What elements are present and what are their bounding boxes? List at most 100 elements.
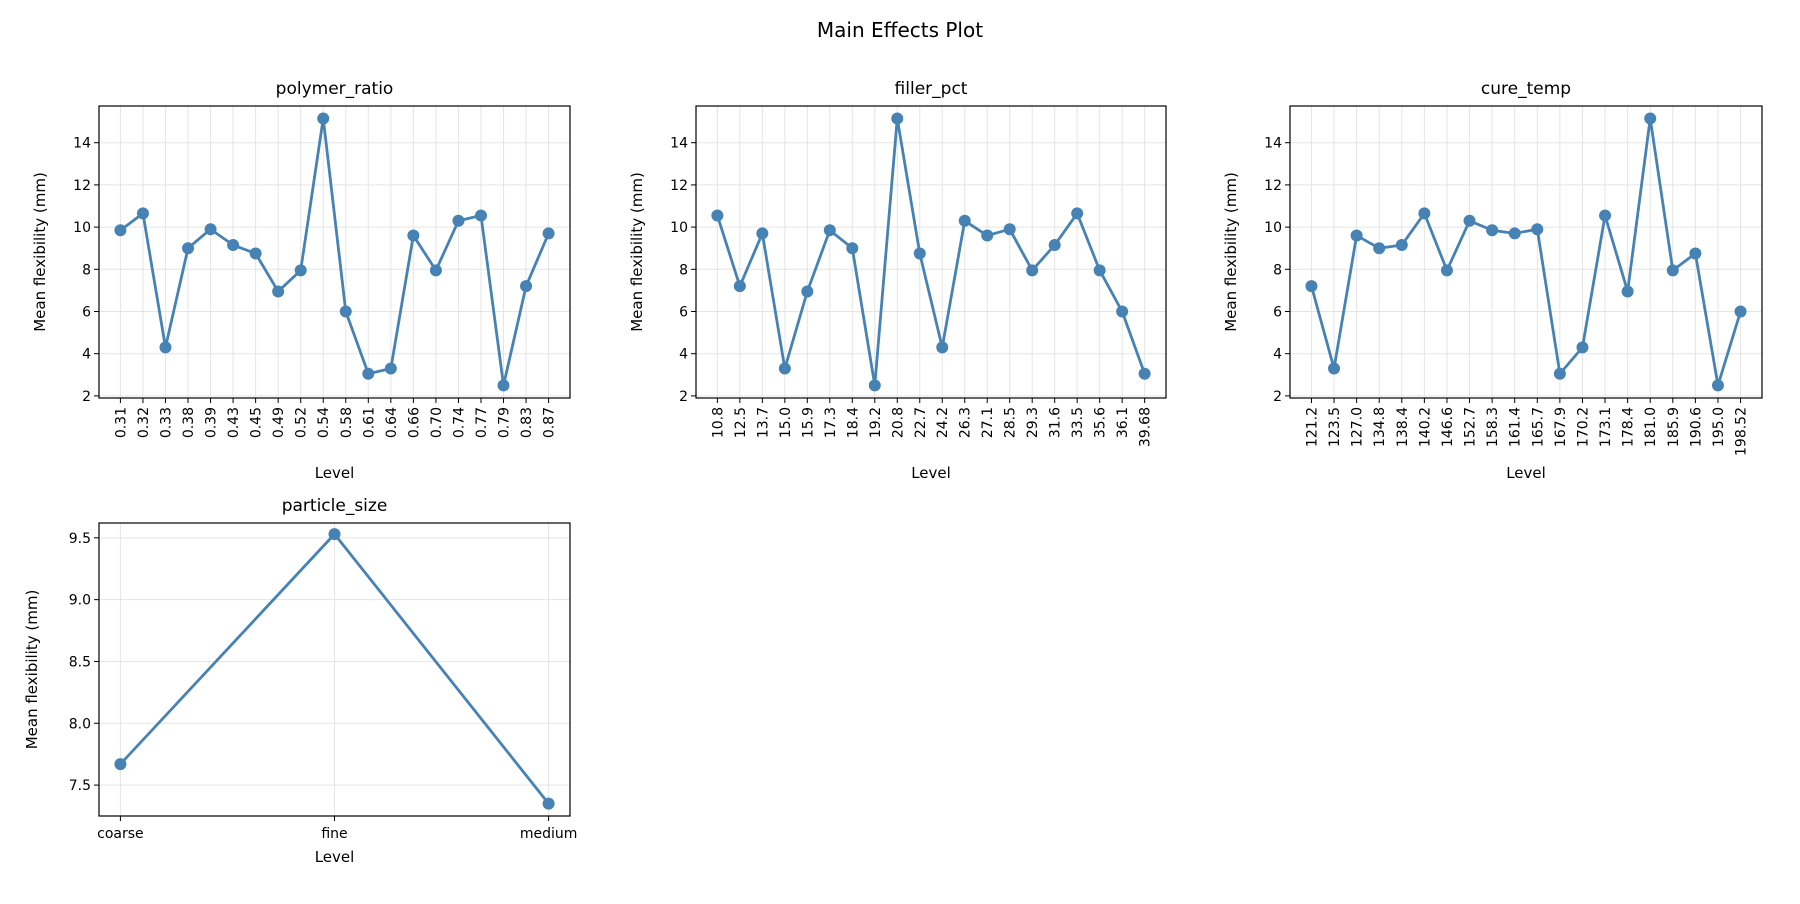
x-tick-label: 13.7 — [755, 407, 771, 438]
x-tick-label: 19.2 — [868, 407, 884, 438]
x-tick-label: 24.2 — [935, 407, 951, 438]
y-tick-label: 8 — [82, 262, 91, 278]
x-tick-label: 195.0 — [1711, 407, 1727, 447]
x-tick-label: 15.0 — [778, 407, 794, 438]
data-point — [1003, 223, 1016, 236]
x-tick-label: 10.8 — [710, 407, 726, 438]
data-point — [801, 285, 814, 298]
data-point — [1644, 112, 1657, 125]
x-tick-label: 0.31 — [113, 407, 129, 438]
x-tick-label: 0.83 — [519, 407, 535, 438]
data-point — [1026, 264, 1039, 277]
data-point — [958, 214, 971, 227]
data-point — [711, 209, 724, 222]
x-tick-label: 0.70 — [429, 407, 445, 438]
y-tick-label: 8.0 — [69, 716, 91, 732]
x-tick-label: 39.68 — [1138, 407, 1154, 447]
data-point — [182, 242, 195, 255]
x-tick-label: 165.7 — [1530, 407, 1546, 447]
x-axis-label: Level — [1506, 464, 1546, 482]
x-tick-label: 27.1 — [980, 407, 996, 438]
data-point — [159, 341, 172, 354]
data-point — [981, 229, 994, 242]
y-tick-label: 8 — [1273, 262, 1282, 278]
data-point — [542, 227, 555, 240]
y-tick-label: 10 — [670, 220, 688, 236]
data-point — [1440, 264, 1453, 277]
subplot-polymer_ratio: 2 4 6 8 10 12 14 0.31 0.32 0.33 0.38 0.39 0.43 0.45 0.… — [31, 79, 571, 482]
axes-frame — [1289, 105, 1763, 399]
x-tick-label: 15.9 — [800, 407, 816, 438]
data-point — [1666, 264, 1679, 277]
y-tick-label: 8 — [679, 262, 688, 278]
y-tick-label: 6 — [1273, 304, 1282, 320]
x-tick-label: 36.1 — [1115, 407, 1131, 438]
x-tick-label: 0.66 — [406, 407, 422, 438]
data-point — [497, 379, 510, 392]
data-point — [294, 264, 307, 277]
x-tick-label: 170.2 — [1575, 407, 1591, 447]
x-tick-label: 161.4 — [1508, 407, 1524, 447]
data-point — [339, 305, 352, 318]
y-tick-label: 12 — [1264, 178, 1282, 194]
data-point — [272, 285, 285, 298]
x-tick-label: 185.9 — [1666, 407, 1682, 447]
x-tick-label: 31.6 — [1048, 407, 1064, 438]
data-point — [733, 280, 746, 293]
data-point — [204, 223, 217, 236]
x-tick-label: 26.3 — [958, 407, 974, 438]
axes-frame — [695, 105, 1167, 399]
data-point — [756, 227, 769, 240]
y-tick-label: 9.5 — [69, 531, 91, 547]
y-tick-label: 14 — [73, 136, 91, 152]
data-point — [1373, 242, 1386, 255]
y-axis-label: Mean flexibility (mm) — [31, 172, 49, 332]
x-tick-label: 0.58 — [339, 407, 355, 438]
data-point — [1138, 367, 1151, 380]
x-tick-label: 33.5 — [1070, 407, 1086, 438]
x-tick-label: 0.61 — [361, 407, 377, 438]
data-point — [936, 341, 949, 354]
x-tick-label: 146.6 — [1440, 407, 1456, 447]
x-tick-label: 0.52 — [294, 407, 310, 438]
data-point — [474, 209, 487, 222]
x-tick-label: 140.2 — [1417, 407, 1433, 447]
data-point — [542, 797, 555, 810]
x-tick-label: 190.6 — [1688, 407, 1704, 447]
data-point — [1531, 223, 1544, 236]
x-tick-label: 0.79 — [497, 407, 513, 438]
data-point — [913, 247, 926, 260]
subplot-title: particle_size — [282, 496, 388, 516]
data-point — [846, 242, 859, 255]
y-tick-label: 2 — [82, 389, 91, 405]
x-tick-label: 28.5 — [1003, 407, 1019, 438]
data-point — [1711, 379, 1724, 392]
data-point — [1463, 214, 1476, 227]
data-point — [823, 224, 836, 237]
y-axis-label: Mean flexibility (mm) — [1222, 172, 1240, 332]
data-point — [1395, 239, 1408, 252]
x-tick-label: 12.5 — [733, 407, 749, 438]
subplot-particle_size: 7.5 8.0 8.5 9.0 9.5 coarse fine medium particle_… — [23, 496, 577, 866]
data-point — [1071, 207, 1084, 220]
y-tick-label: 2 — [679, 389, 688, 405]
subplot-title: filler_pct — [895, 79, 968, 99]
data-point — [778, 362, 791, 375]
data-point — [1418, 207, 1431, 220]
y-tick-label: 6 — [82, 304, 91, 320]
data-point — [384, 362, 397, 375]
data-point — [1048, 239, 1061, 252]
y-tick-label: 8.5 — [69, 654, 91, 670]
data-point — [317, 112, 330, 125]
x-tick-label: medium — [520, 826, 578, 842]
data-point — [1621, 285, 1634, 298]
data-point — [1576, 341, 1589, 354]
x-tick-label: 138.4 — [1395, 407, 1411, 447]
x-tick-label: 0.49 — [271, 407, 287, 438]
x-tick-label: 0.64 — [384, 407, 400, 438]
data-point — [328, 528, 341, 541]
y-tick-label: 10 — [73, 220, 91, 236]
x-tick-label: 35.6 — [1093, 407, 1109, 438]
x-tick-label: 158.3 — [1485, 407, 1501, 447]
